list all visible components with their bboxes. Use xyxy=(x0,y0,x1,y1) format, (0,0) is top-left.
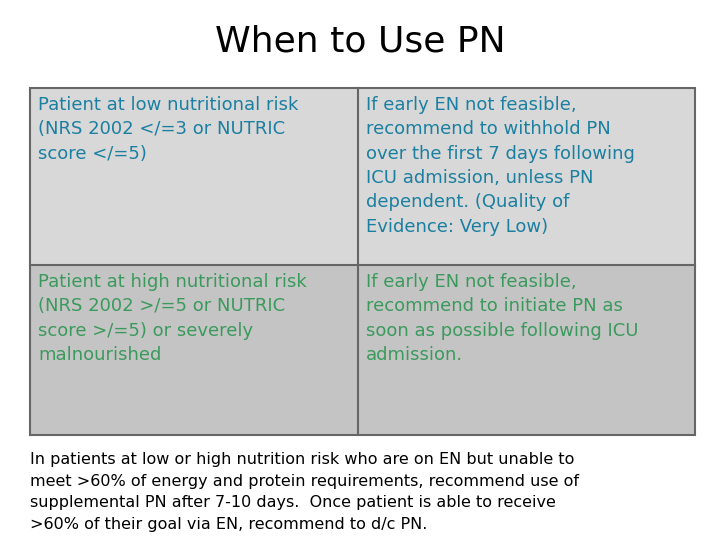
Text: Patient at low nutritional risk
(NRS 2002 </=3 or NUTRIC
score </=5): Patient at low nutritional risk (NRS 200… xyxy=(38,96,298,163)
Text: If early EN not feasible,
recommend to initiate PN as
soon as possible following: If early EN not feasible, recommend to i… xyxy=(366,273,639,364)
Bar xyxy=(358,88,695,265)
Bar xyxy=(358,265,695,435)
Text: Patient at high nutritional risk
(NRS 2002 >/=5 or NUTRIC
score >/=5) or severel: Patient at high nutritional risk (NRS 20… xyxy=(38,273,307,364)
Text: If early EN not feasible,
recommend to withhold PN
over the first 7 days followi: If early EN not feasible, recommend to w… xyxy=(366,96,635,235)
Text: In patients at low or high nutrition risk who are on EN but unable to
meet >60% : In patients at low or high nutrition ris… xyxy=(30,452,579,532)
Bar xyxy=(30,88,695,435)
Text: When to Use PN: When to Use PN xyxy=(215,25,505,59)
Bar xyxy=(30,88,358,265)
Bar xyxy=(30,265,358,435)
